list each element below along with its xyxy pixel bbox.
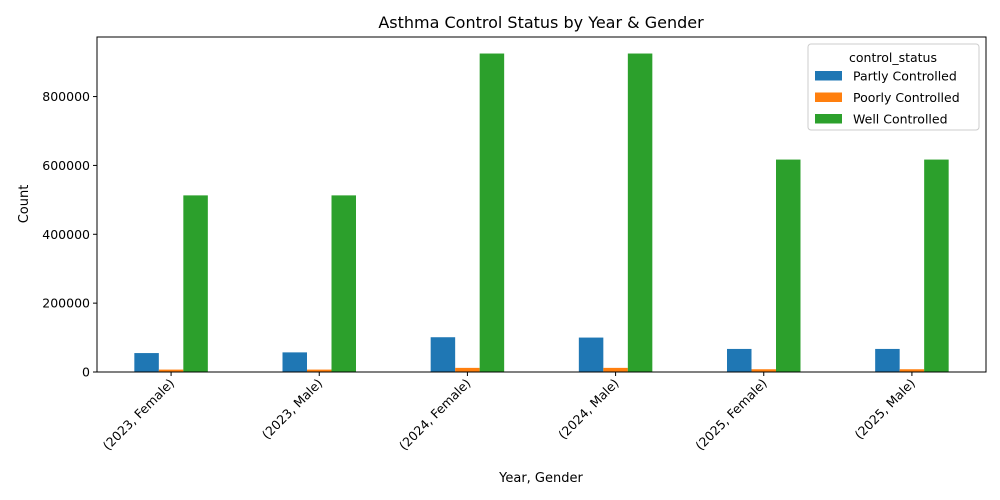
bar: [924, 159, 949, 372]
bar: [455, 367, 480, 372]
bar: [479, 53, 505, 372]
bar: [875, 348, 900, 372]
bar: [331, 195, 356, 372]
legend-label: Well Controlled: [853, 112, 948, 127]
bar: [776, 159, 801, 372]
legend-swatch: [815, 114, 842, 124]
bar: [183, 195, 208, 372]
legend-title: control_status: [849, 50, 937, 65]
bar: [578, 337, 604, 372]
bar: [134, 353, 159, 372]
x-tick-label: (2025, Male): [851, 376, 918, 443]
y-axis-title: Count: [17, 185, 32, 224]
y-tick-label: 0: [82, 365, 90, 380]
legend: control_status Partly Controlled Poorly C…: [807, 43, 980, 131]
x-tick-label: (2023, Male): [259, 376, 326, 443]
chart-title: Asthma Control Status by Year & Gender: [378, 13, 704, 32]
x-axis-title: Year, Gender: [498, 471, 583, 486]
bar: [727, 348, 752, 372]
y-tick-label: 400000: [42, 227, 90, 242]
y-tick-label: 200000: [42, 296, 90, 311]
y-tick-label: 600000: [42, 158, 90, 173]
legend-label: Poorly Controlled: [853, 90, 960, 105]
x-tick-label: (2024, Male): [555, 376, 622, 443]
legend-swatch: [815, 71, 842, 81]
plot-frame: [96, 36, 987, 373]
bar: [899, 369, 925, 372]
legend-swatch: [815, 92, 842, 102]
bar: [627, 53, 653, 372]
bar: [603, 367, 628, 372]
bar: [282, 352, 307, 372]
x-tick-label: (2025, Female): [692, 376, 770, 454]
legend-label: Partly Controlled: [853, 69, 957, 84]
bar: [751, 369, 776, 372]
x-tick-label: (2024, Female): [396, 376, 474, 454]
bar: [430, 337, 456, 372]
bar: [307, 369, 332, 372]
bar: [158, 369, 184, 372]
legend-box: [807, 43, 980, 131]
y-tick-label: 800000: [42, 89, 90, 104]
x-tick-label: (2023, Female): [100, 376, 178, 454]
